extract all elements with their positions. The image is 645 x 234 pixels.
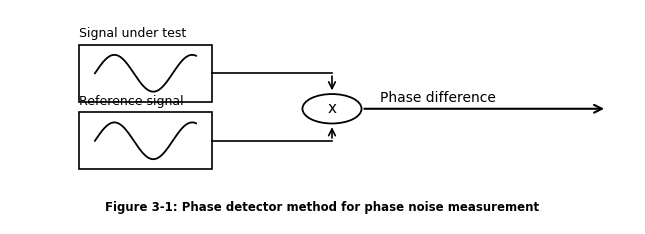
Text: x: x [328, 101, 337, 116]
Text: Figure 3-1: Phase detector method for phase noise measurement: Figure 3-1: Phase detector method for ph… [105, 201, 540, 214]
Text: Signal under test: Signal under test [79, 27, 186, 40]
Bar [79, 112, 212, 169]
Text: Phase difference: Phase difference [381, 91, 497, 105]
Text: Reference signal: Reference signal [79, 95, 184, 108]
Ellipse shape [303, 94, 362, 124]
Bar [79, 45, 212, 102]
